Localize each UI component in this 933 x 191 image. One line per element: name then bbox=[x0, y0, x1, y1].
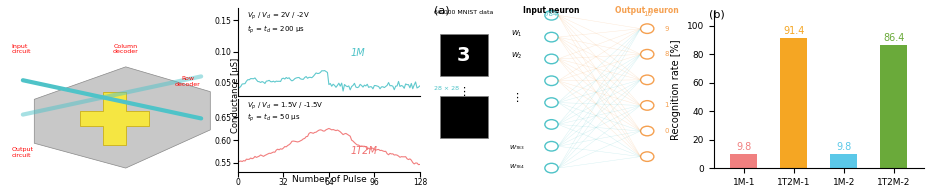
Circle shape bbox=[545, 142, 558, 151]
Bar bbox=[730, 154, 758, 168]
Circle shape bbox=[641, 152, 654, 161]
Text: 3: 3 bbox=[457, 46, 470, 65]
Text: 9: 9 bbox=[664, 26, 669, 32]
Text: $t_p$ = $t_d$ = 50 μs: $t_p$ = $t_d$ = 50 μs bbox=[247, 111, 300, 124]
FancyBboxPatch shape bbox=[439, 34, 488, 76]
Text: Column
decoder: Column decoder bbox=[113, 44, 139, 54]
Text: $t_p$ = $t_d$ = 200 μs: $t_p$ = $t_d$ = 200 μs bbox=[247, 24, 305, 36]
Circle shape bbox=[545, 163, 558, 173]
Circle shape bbox=[545, 120, 558, 129]
Text: 86.4: 86.4 bbox=[883, 33, 904, 43]
Circle shape bbox=[545, 76, 558, 86]
Bar bbox=[780, 38, 807, 168]
Text: 0: 0 bbox=[664, 128, 669, 134]
Circle shape bbox=[545, 98, 558, 107]
Text: 10: 10 bbox=[643, 11, 652, 17]
Text: (a): (a) bbox=[435, 6, 450, 16]
Text: Input
circuit: Input circuit bbox=[11, 44, 31, 54]
Circle shape bbox=[641, 75, 654, 85]
Text: 1M: 1M bbox=[351, 48, 366, 58]
Text: $W_1$: $W_1$ bbox=[511, 29, 522, 40]
Text: (b): (b) bbox=[709, 10, 725, 19]
Text: 9.8: 9.8 bbox=[736, 142, 751, 152]
Circle shape bbox=[641, 126, 654, 136]
Text: $W_{784}$: $W_{784}$ bbox=[508, 162, 525, 171]
Y-axis label: Recognition rate [%]: Recognition rate [%] bbox=[671, 40, 681, 140]
Text: ⋮: ⋮ bbox=[511, 93, 522, 103]
Circle shape bbox=[545, 32, 558, 42]
Circle shape bbox=[545, 11, 558, 20]
Text: $V_p$ / $V_d$ = 2V / -2V: $V_p$ / $V_d$ = 2V / -2V bbox=[247, 11, 310, 22]
Text: 60,000 MNIST data: 60,000 MNIST data bbox=[435, 10, 494, 15]
Text: Output neuron: Output neuron bbox=[616, 6, 679, 15]
Bar bbox=[880, 45, 908, 168]
Circle shape bbox=[641, 101, 654, 110]
Text: 8: 8 bbox=[664, 51, 669, 57]
Text: Row
decoder: Row decoder bbox=[174, 76, 201, 87]
Text: 28 × 28: 28 × 28 bbox=[435, 86, 459, 91]
Text: $W_2$: $W_2$ bbox=[511, 50, 522, 61]
Circle shape bbox=[641, 24, 654, 33]
Circle shape bbox=[641, 49, 654, 59]
Text: Output
circuit: Output circuit bbox=[11, 147, 34, 158]
Text: $W_{783}$: $W_{783}$ bbox=[508, 143, 525, 152]
Text: 784: 784 bbox=[545, 11, 558, 17]
Polygon shape bbox=[35, 67, 210, 168]
Text: 1: 1 bbox=[664, 102, 669, 108]
FancyBboxPatch shape bbox=[439, 96, 488, 138]
Text: Number of Pulse: Number of Pulse bbox=[291, 175, 367, 184]
Bar bbox=[830, 154, 857, 168]
Text: ⋮: ⋮ bbox=[458, 87, 469, 97]
Circle shape bbox=[545, 54, 558, 64]
Text: $V_p$ / $V_d$ = 1.5V / -1.5V: $V_p$ / $V_d$ = 1.5V / -1.5V bbox=[247, 101, 324, 112]
Text: 1T2M: 1T2M bbox=[351, 146, 378, 156]
Polygon shape bbox=[80, 92, 148, 145]
Text: 91.4: 91.4 bbox=[783, 26, 804, 36]
Text: 9.8: 9.8 bbox=[836, 142, 851, 152]
Text: Conductance [μS]: Conductance [μS] bbox=[230, 58, 240, 133]
Text: Input neuron: Input neuron bbox=[523, 6, 579, 15]
